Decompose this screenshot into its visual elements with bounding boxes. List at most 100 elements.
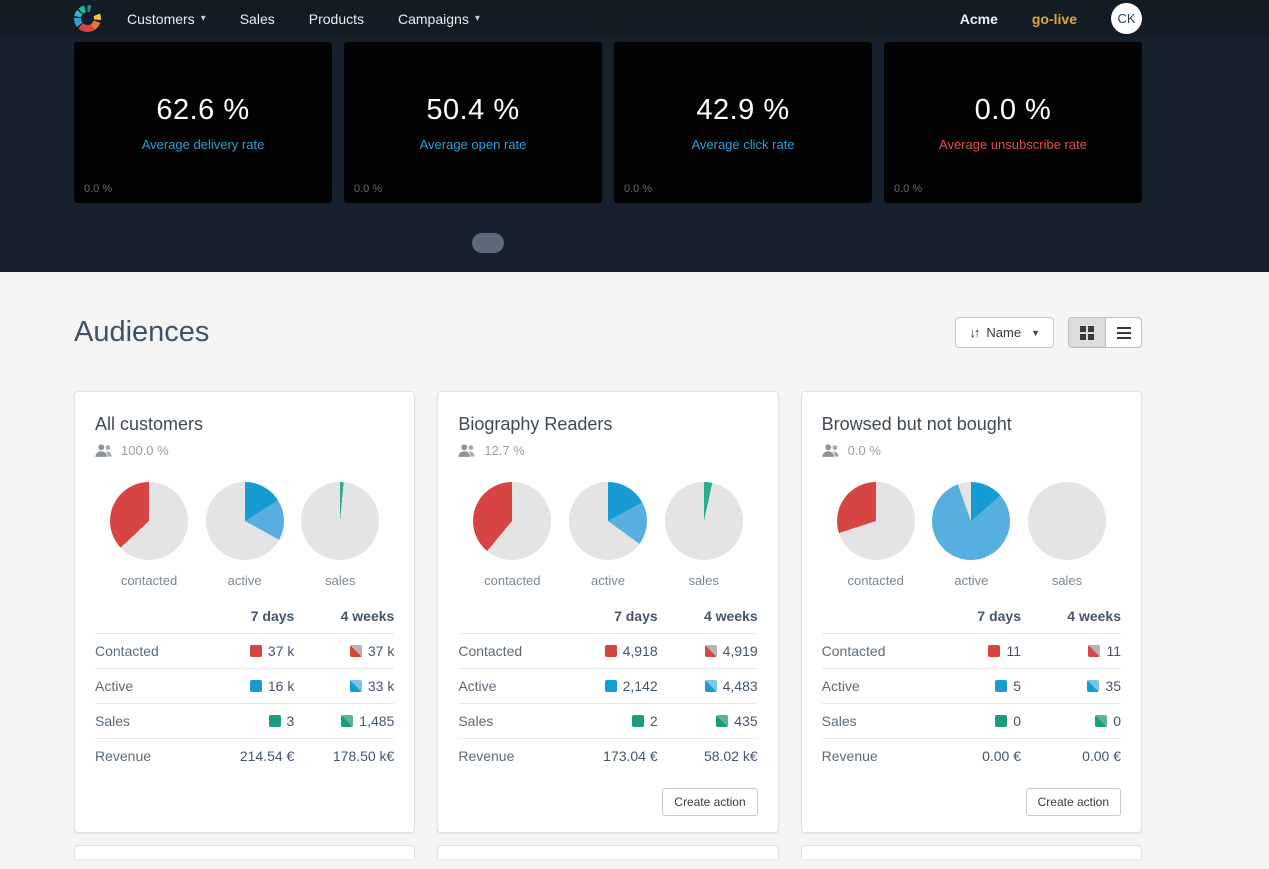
metric-cell-7days: 11 <box>988 643 1021 659</box>
pie-circle <box>1028 482 1106 560</box>
sort-label: Name <box>986 325 1022 340</box>
pie-chart: sales <box>1023 482 1111 588</box>
legend-swatch <box>268 715 281 727</box>
next-row-card-edge <box>800 845 1142 859</box>
top-navbar: Customers ▾ Sales ▾ Products ▾ Campaigns… <box>0 0 1269 37</box>
row-label: Revenue <box>821 748 878 764</box>
row-label: Active <box>821 678 860 694</box>
dashboard-tab[interactable] <box>472 233 504 253</box>
dashboard-tab[interactable] <box>532 233 564 253</box>
pie-label: active <box>954 573 989 588</box>
sort-arrows-icon: ↓ ↑ <box>969 325 980 340</box>
dashboard-tab[interactable] <box>652 233 684 253</box>
pie-chart: sales <box>296 482 384 588</box>
sort-button[interactable]: ↓ ↑ Name ▼ <box>955 317 1054 348</box>
main-menu: Customers ▾ Sales ▾ Products ▾ Campaigns… <box>127 11 480 27</box>
next-row-card-edge <box>437 845 779 859</box>
nav-menu-item[interactable]: Campaigns ▾ <box>398 11 480 27</box>
nav-menu-item[interactable]: Sales ▾ <box>240 11 275 27</box>
audience-cards-grid: All customers 100.0 % contacted active s… <box>74 391 1142 833</box>
card-action-row: Create action <box>458 778 758 816</box>
grid-view-button[interactable] <box>1068 317 1105 348</box>
dashboard-tab[interactable] <box>592 233 624 253</box>
legend-swatch <box>995 715 1008 727</box>
pie-circle <box>836 482 915 560</box>
metrics-table-body: Contacted 11 11 Active 5 35 Sales 0 0 Re… <box>821 633 1121 773</box>
table-row: Contacted 11 11 <box>821 633 1121 668</box>
audience-size: 100.0 % <box>95 443 394 458</box>
metrics-table-body: Contacted 4,918 4,919 Active 2,142 4,483… <box>458 633 758 773</box>
legend-swatch <box>631 715 644 727</box>
pie-chart: contacted <box>468 482 556 588</box>
kpi-footnote: 0.0 % <box>354 183 383 195</box>
pie-chart: contacted <box>105 482 193 588</box>
legend-swatch <box>249 680 262 692</box>
people-icon <box>822 443 839 457</box>
pie-circle <box>205 482 284 560</box>
pie-label: contacted <box>120 573 178 588</box>
audience-title: Biography Readers <box>458 414 613 434</box>
metric-cell-4weeks: 37 k <box>349 643 394 659</box>
column-header-7days: 7 days <box>977 608 1021 624</box>
table-row: Sales 0 0 <box>821 703 1121 738</box>
legend-swatch <box>995 680 1008 692</box>
kpi-value: 42.9 % <box>696 93 790 126</box>
legend-swatch <box>716 715 729 727</box>
pie-circle <box>568 482 647 560</box>
kpi-label: Average click rate <box>691 136 795 152</box>
metric-cell-7days: 5 <box>995 678 1021 694</box>
kpi-hero-section: 62.6 % Average delivery rate 0.0 % 50.4 … <box>0 37 1269 272</box>
table-row: Sales 3 1,485 <box>95 703 395 738</box>
nav-menu-item[interactable]: Customers ▾ <box>127 11 206 27</box>
pie-label: contacted <box>484 573 541 588</box>
nav-item-label: Sales <box>239 10 275 27</box>
column-header-7days: 7 days <box>614 608 658 624</box>
column-header-4weeks: 4 weeks <box>340 608 395 624</box>
metric-cell-4weeks: 0 <box>1095 713 1121 729</box>
nav-item-label: Products <box>308 10 364 27</box>
metric-cell-4weeks: 435 <box>716 713 758 729</box>
list-view-button[interactable] <box>1105 317 1142 348</box>
legend-swatch <box>704 680 717 692</box>
pie-label: sales <box>688 573 719 588</box>
create-action-button[interactable]: Create action <box>662 788 758 816</box>
legend-swatch <box>604 680 617 692</box>
brand-logo-icon[interactable] <box>74 5 101 32</box>
metric-cell-7days: 16 k <box>249 678 294 694</box>
kpi-card-row: 62.6 % Average delivery rate 0.0 % 50.4 … <box>74 42 1142 203</box>
pie-chart-row: contacted active sales <box>822 482 1121 588</box>
table-row: Active 5 35 <box>821 668 1121 703</box>
row-label: Contacted <box>821 643 886 659</box>
metric-cell-4weeks: 1,485 <box>341 713 394 729</box>
table-row: Contacted 4,918 4,919 <box>458 633 758 668</box>
chevron-down-icon: ▾ <box>474 13 480 24</box>
kpi-card: 62.6 % Average delivery rate 0.0 % <box>74 42 332 203</box>
dashboard-tab[interactable] <box>712 233 744 253</box>
user-avatar[interactable]: CK <box>1111 3 1142 34</box>
kpi-card: 50.4 % Average open rate 0.0 % <box>344 42 602 203</box>
pie-circle <box>301 482 380 560</box>
legend-swatch <box>704 645 717 657</box>
create-action-button[interactable]: Create action <box>1025 788 1121 816</box>
legend-swatch <box>349 680 362 692</box>
card-action-row: Create action <box>822 778 1121 816</box>
metric-cell-4weeks: 4,483 <box>704 678 758 694</box>
metrics-table-body: Contacted 37 k 37 k Active 16 k 33 k Sal… <box>95 633 395 773</box>
metric-cell-4weeks: 11 <box>1088 643 1121 659</box>
list-icon <box>1116 326 1131 339</box>
legend-swatch <box>604 645 617 657</box>
pie-label: sales <box>1051 573 1083 588</box>
chevron-down-icon: ▼ <box>1031 327 1040 338</box>
metric-cell-7days: 2 <box>631 713 658 729</box>
legend-swatch <box>1088 645 1101 657</box>
environment-link[interactable]: go-live <box>1031 10 1077 27</box>
account-name-link[interactable]: Acme <box>959 10 998 27</box>
row-label: Sales <box>95 713 131 729</box>
table-row: Revenue 0.00 € 0.00 € <box>821 738 1121 773</box>
kpi-value: 0.0 % <box>974 93 1052 126</box>
nav-menu-item[interactable]: Products ▾ <box>309 11 364 27</box>
row-label: Sales <box>821 713 857 729</box>
people-icon <box>458 443 475 457</box>
metric-cell-4weeks: 178.50 k€ <box>332 748 395 764</box>
row-label: Revenue <box>95 748 152 764</box>
